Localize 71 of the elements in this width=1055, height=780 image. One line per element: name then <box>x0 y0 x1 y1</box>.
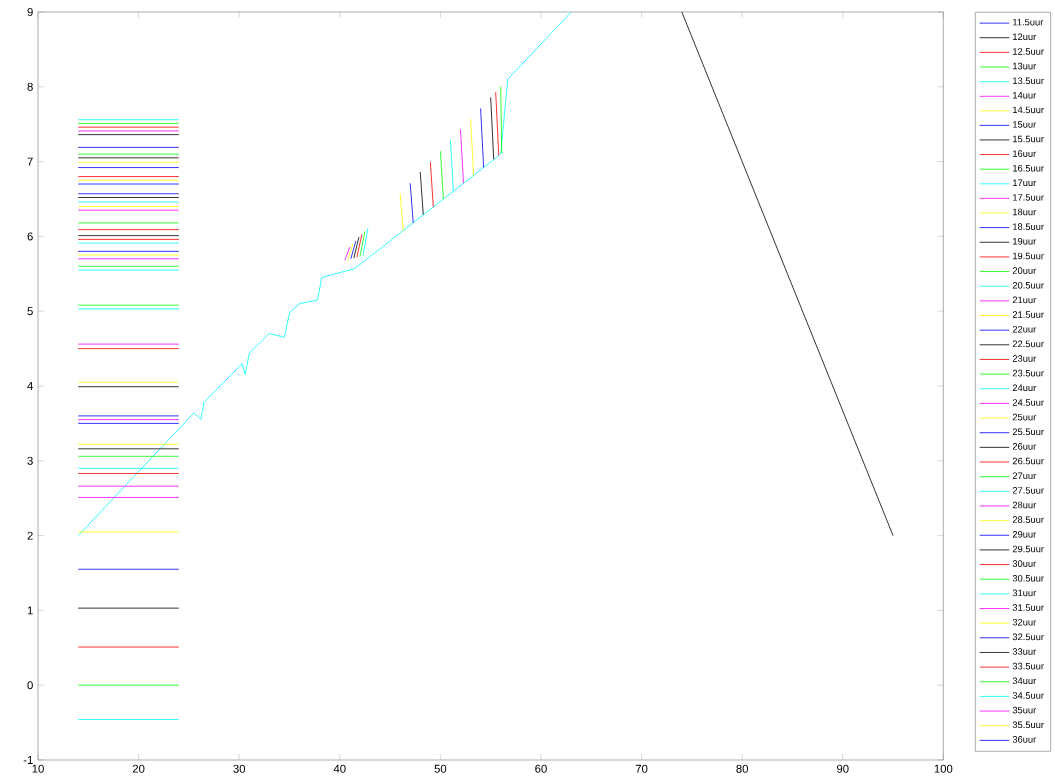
legend-label: 31uur <box>1012 589 1037 597</box>
legend-label: 23.5uur <box>1012 369 1044 377</box>
legend-label: 30.5uur <box>1012 574 1044 582</box>
y-tick-label: 6 <box>27 232 33 241</box>
legend-label: 21uur <box>1012 296 1037 304</box>
legend-label: 15uur <box>1013 121 1037 128</box>
legend-label: 19.5uur <box>1013 252 1044 260</box>
x-tick-label: 40 <box>333 764 346 773</box>
legend-label: 32.5uur <box>1012 633 1044 641</box>
legend-label: 29.5uur <box>1012 545 1044 553</box>
legend-label: 24uur <box>1012 384 1037 392</box>
legend-label: 34uur <box>1012 677 1037 685</box>
y-tick-label: 5 <box>27 307 33 316</box>
legend-label: 22.5uur <box>1012 340 1044 348</box>
legend-label: 18uur <box>1013 208 1037 216</box>
x-tick-label: 20 <box>132 764 145 773</box>
x-tick-label: 80 <box>736 764 749 773</box>
y-tick-label: 7 <box>27 157 33 166</box>
legend-label: 35uur <box>1012 706 1037 714</box>
x-tick-label: 70 <box>635 764 648 773</box>
x-tick-label: 60 <box>535 764 547 773</box>
legend-label: 20.5uur <box>1012 281 1044 289</box>
legend-label: 15.5uur <box>1013 135 1044 143</box>
y-tick-label: 2 <box>27 531 33 540</box>
legend-label: 27uur <box>1012 472 1037 479</box>
legend-label: 17uur <box>1013 179 1037 187</box>
legend-label: 18.5uur <box>1013 223 1044 230</box>
legend-label: 12uur <box>1013 33 1037 41</box>
y-tick-label: 8 <box>27 82 33 91</box>
legend-label: 25.5uur <box>1012 428 1044 436</box>
x-tick-label: 30 <box>233 764 246 773</box>
legend-label: 23uur <box>1012 355 1037 362</box>
y-tick-label: 4 <box>27 382 33 390</box>
y-tick-label: 1 <box>27 606 33 615</box>
legend-label: 13uur <box>1013 62 1037 70</box>
x-tick-label: 50 <box>434 764 447 773</box>
y-tick-label: 9 <box>27 7 33 16</box>
legend-label: 22uur <box>1012 325 1037 333</box>
legend-label: 33uur <box>1012 648 1037 655</box>
legend-label: 26.5uur <box>1012 457 1044 465</box>
y-tick-label: 3 <box>27 456 33 465</box>
legend-label: 12.5uur <box>1013 48 1044 55</box>
x-tick-label: 10 <box>32 764 44 773</box>
legend-label: 25uur <box>1012 413 1037 421</box>
legend-label: 16.5uur <box>1013 164 1044 172</box>
legend-label: 35.5uur <box>1012 721 1044 729</box>
x-tick-label: 100 <box>934 764 953 773</box>
y-tick-label: -1 <box>23 756 33 764</box>
legend-label: 20uur <box>1012 267 1037 274</box>
legend-label: 28.5uur <box>1012 516 1044 523</box>
legend-label: 16uur <box>1013 150 1037 157</box>
x-tick-label: 90 <box>836 764 849 773</box>
legend-label: 11.5uur <box>1013 18 1044 26</box>
legend-label: 14uur <box>1013 92 1037 99</box>
legend-label: 27.5uur <box>1012 487 1044 494</box>
legend-label: 36uur <box>1012 736 1037 743</box>
legend-label: 13.5uur <box>1013 77 1044 85</box>
legend-label: 34.5uur <box>1012 692 1044 699</box>
legend-label: 26uur <box>1012 443 1037 450</box>
legend-label: 14.5uur <box>1013 106 1044 114</box>
legend-label: 28uur <box>1012 501 1037 509</box>
legend-label: 33.5uur <box>1012 662 1044 670</box>
legend-label: 19uur <box>1013 238 1037 245</box>
legend-label: 17.5uur <box>1013 194 1044 201</box>
legend-label: 30uur <box>1012 560 1037 567</box>
legend-label: 31.5uur <box>1012 604 1044 611</box>
legend-label: 32uur <box>1012 618 1037 626</box>
legend-label: 24.5uur <box>1012 399 1044 406</box>
legend-label: 21.5uur <box>1012 311 1044 318</box>
y-tick-label: 0 <box>27 681 33 690</box>
legend-label: 29uur <box>1012 531 1037 538</box>
